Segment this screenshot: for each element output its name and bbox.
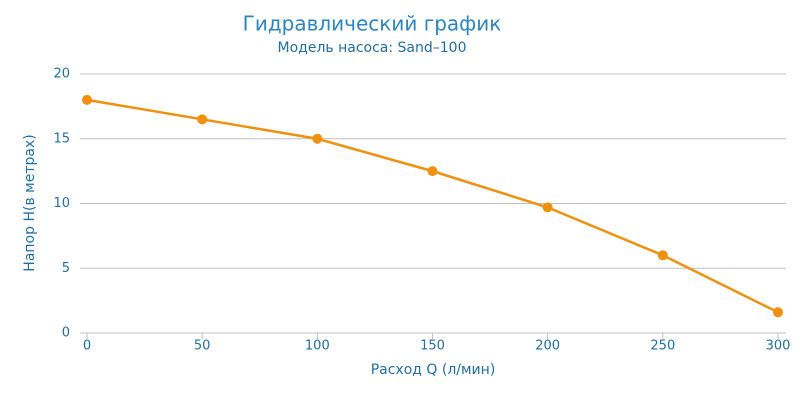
point [197, 114, 208, 125]
point [82, 94, 92, 105]
point [773, 307, 783, 318]
y-tick-label: 15 [53, 131, 70, 146]
x-tick-label: 200 [535, 339, 560, 354]
y-tick-label: 0 [62, 326, 70, 341]
y-axis-title: Напор Н(в метрах) [22, 134, 38, 271]
x-tick-label: 0 [83, 339, 91, 354]
point [657, 250, 668, 261]
line [86, 98, 779, 314]
x-tick-label: 100 [305, 339, 330, 354]
y-tick-label: 5 [62, 261, 70, 276]
x-tick-label: 150 [420, 339, 445, 354]
point [542, 202, 553, 213]
x-axis-title: Расход Q (л/мин) [371, 362, 496, 378]
x-tick-label: 50 [194, 339, 211, 354]
point [427, 166, 438, 177]
chart-title: Гидравлический график [243, 12, 502, 36]
y-tick-label: 10 [53, 196, 70, 211]
x-tick-label: 300 [766, 339, 791, 354]
x-tick-label: 250 [650, 339, 675, 354]
chart-subtitle: Модель насоса: Sand–100 [278, 40, 467, 56]
y-tick-label: 20 [53, 67, 70, 82]
point [312, 133, 323, 144]
